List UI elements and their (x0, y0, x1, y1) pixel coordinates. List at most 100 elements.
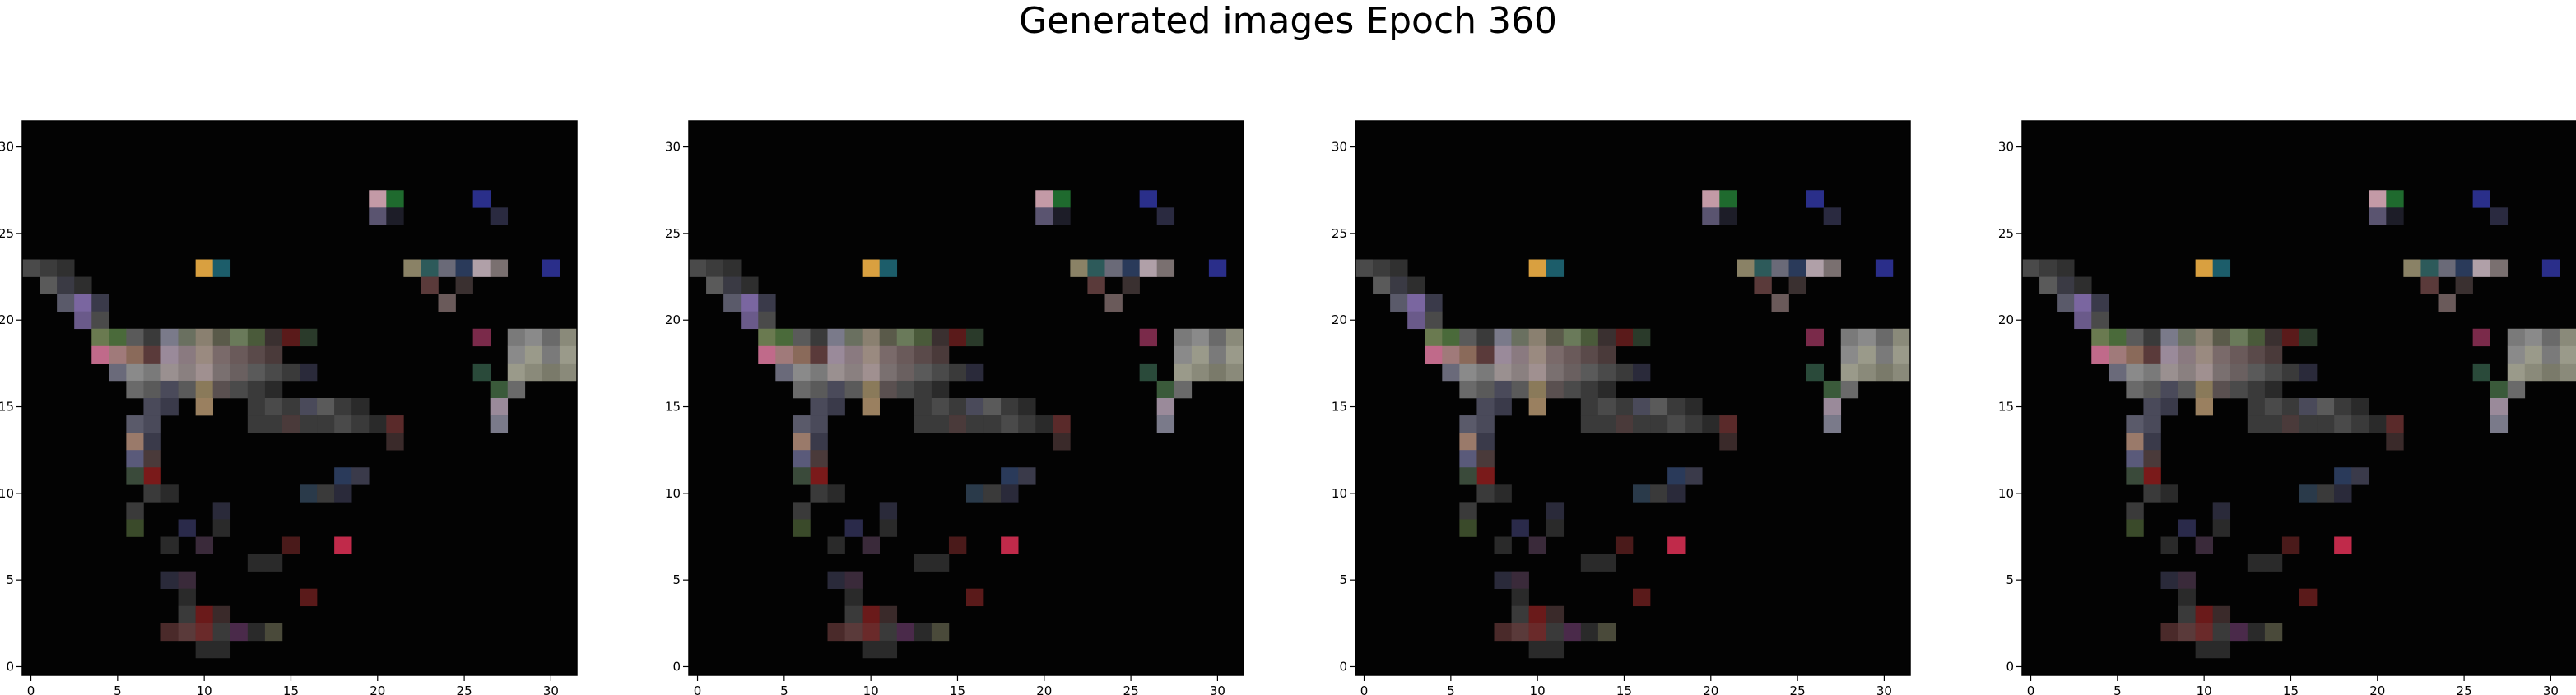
pixel-cell (195, 328, 213, 347)
pixel-cell (896, 328, 915, 347)
pixel-cell (1597, 363, 1616, 382)
pixel-cell (264, 398, 283, 416)
pixel-cell (1156, 380, 1175, 399)
pixel-cell (810, 363, 828, 382)
pixel-cell (559, 328, 578, 347)
pixel-cell (195, 345, 213, 364)
pixel-cell (2143, 328, 2161, 347)
pixel-cell (212, 363, 231, 382)
pixel-cell (793, 502, 811, 520)
pixel-cell (844, 519, 863, 537)
pixel-cell (827, 484, 845, 503)
pixel-cell (2230, 328, 2248, 347)
pixel-cell (1494, 398, 1512, 416)
pixel-cell (317, 415, 335, 433)
pixel-cell (827, 380, 845, 399)
pixel-cell (1528, 259, 1546, 277)
pixel-cell (1719, 190, 1737, 208)
pixel-cell (966, 363, 984, 382)
pixel-cell (126, 502, 144, 520)
pixel-cell (1875, 345, 1894, 364)
pixel-cell (2438, 294, 2456, 312)
panel-frame (1355, 120, 1911, 676)
pixel-cell (2334, 398, 2352, 416)
pixel-cell (775, 363, 793, 382)
pixel-cell (1823, 415, 1842, 433)
pixel-cell (741, 311, 759, 330)
pixel-cell (862, 345, 880, 364)
pixel-cell (758, 345, 776, 364)
pixel-cell (2524, 345, 2543, 364)
pixel-cell (1546, 328, 1565, 347)
pixel-cell (160, 484, 179, 503)
pixel-cell (1667, 484, 1686, 503)
pixel-cell (844, 588, 863, 607)
pixel-cell (983, 484, 1002, 503)
pixel-cell (1208, 363, 1227, 382)
pixel-cell (178, 363, 196, 382)
pixel-cell (1667, 415, 1686, 433)
pixel-cell (74, 276, 92, 294)
pixel-cell (1494, 345, 1512, 364)
pixel-cell (879, 623, 898, 642)
y-tick-label: 10 (1332, 486, 1347, 501)
pixel-cell (178, 588, 196, 607)
pixel-cell (810, 433, 828, 451)
pixel-cell (2074, 311, 2092, 330)
pixel-cell (2195, 640, 2213, 659)
pixel-cell (109, 328, 127, 347)
pixel-cell (931, 380, 950, 399)
pixel-cell (195, 536, 213, 554)
pixel-cell (247, 328, 266, 347)
pixel-cell (334, 536, 352, 554)
x-tick-label: 15 (2283, 683, 2299, 695)
pixel-cell (862, 605, 880, 624)
pixel-cell (844, 345, 863, 364)
pixel-cell (827, 363, 845, 382)
pixel-cell (1806, 328, 1824, 347)
pixel-cell (1087, 276, 1105, 294)
pixel-cell (507, 363, 526, 382)
image-panel-4: 0 5 10 15 20 25 30 0 5 10 15 20 25 30 (1998, 120, 2576, 695)
pixel-cell (160, 398, 179, 416)
pixel-cell (2334, 536, 2352, 554)
pixel-cell (143, 433, 161, 451)
pixel-cell (1494, 536, 1512, 554)
pixel-cell (1494, 363, 1512, 382)
pixel-cell (247, 554, 266, 572)
pixel-cell (2351, 398, 2369, 416)
pixel-cell (1355, 259, 1374, 277)
pixel-cell (143, 380, 161, 399)
pixel-cell (195, 605, 213, 624)
pixel-cell (2541, 328, 2560, 347)
pixel-cell (1053, 415, 1071, 433)
pixel-cell (1494, 623, 1512, 642)
pixel-cell (230, 328, 249, 347)
pixel-cell (1122, 259, 1140, 277)
pixel-cell (1806, 363, 1824, 382)
pixel-cell (264, 328, 283, 347)
pixel-cell (2472, 328, 2490, 347)
pixel-cell (1511, 605, 1529, 624)
pixel-cell (1633, 588, 1651, 607)
pixel-cell (2299, 398, 2318, 416)
pixel-cell (351, 415, 370, 433)
pixel-cell (247, 415, 266, 433)
pixel-cell (386, 415, 404, 433)
pixel-cell (1001, 467, 1019, 485)
x-tick-label: 10 (197, 683, 212, 695)
y-tick-label: 30 (1998, 140, 2014, 155)
pixel-cell (2281, 536, 2300, 554)
pixel-cell (706, 276, 724, 294)
pixel-cell (2143, 467, 2161, 485)
pixel-cell (2490, 207, 2509, 225)
pixel-cell (1459, 328, 1477, 347)
pixel-cell (160, 345, 179, 364)
pixel-cell (438, 259, 456, 277)
y-tick-label: 15 (665, 400, 681, 415)
pixel-cell (178, 380, 196, 399)
pixel-cell (966, 415, 984, 433)
pixel-cell (879, 605, 898, 624)
pixel-cell (2438, 259, 2456, 277)
pixel-cell (2160, 380, 2178, 399)
